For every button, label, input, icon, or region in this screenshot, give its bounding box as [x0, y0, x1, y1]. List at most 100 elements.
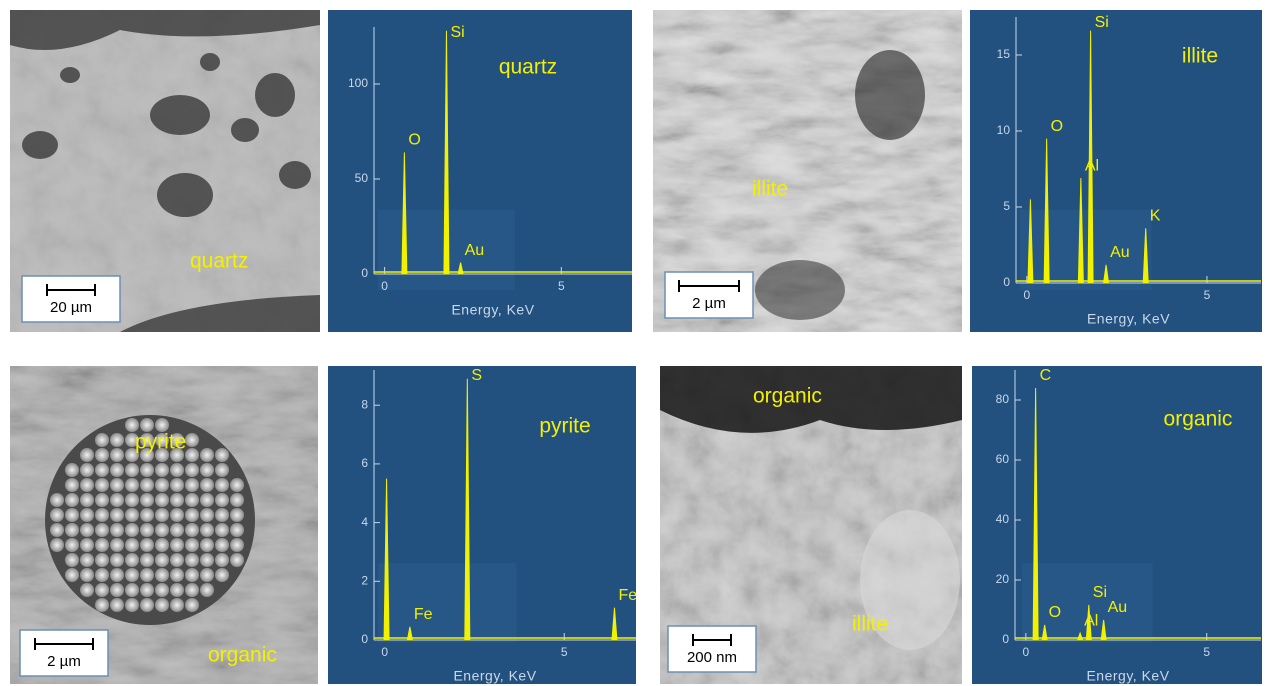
peak-label: Al: [1084, 612, 1098, 629]
microcrystal: [110, 568, 124, 582]
microcrystal: [155, 553, 169, 567]
microcrystal: [95, 568, 109, 582]
spectrum-shade: [1020, 210, 1151, 291]
microcrystal: [140, 493, 154, 507]
y-tick-label: 0: [361, 632, 368, 646]
x-axis-label: Energy, KeV: [1087, 311, 1170, 327]
microcrystal: [200, 448, 214, 462]
microcrystal: [185, 493, 199, 507]
microcrystal: [140, 508, 154, 522]
microcrystal: [200, 553, 214, 567]
microcrystal: [215, 568, 229, 582]
peak-label: C: [1040, 367, 1052, 384]
y-tick-label: 80: [996, 392, 1010, 406]
microcrystal: [170, 463, 184, 477]
microcrystal: [125, 463, 139, 477]
microcrystal: [200, 463, 214, 477]
microcrystal: [155, 583, 169, 597]
microcrystal: [230, 508, 244, 522]
peak-label: Fe: [414, 606, 433, 623]
microcrystal: [170, 508, 184, 522]
microcrystal: [140, 583, 154, 597]
microcrystal: [80, 478, 94, 492]
scale-bar-label: 200 nm: [687, 649, 737, 666]
microcrystal: [110, 478, 124, 492]
microcrystal: [50, 538, 64, 552]
spectrum-chart: 0246805Energy, KeVpyriteFeSFe: [328, 366, 637, 684]
microcrystal: [215, 553, 229, 567]
microcrystal: [95, 433, 109, 447]
peak-label: O: [1051, 118, 1063, 135]
peak-label: Si: [1095, 14, 1109, 31]
microcrystal: [110, 583, 124, 597]
microcrystal: [215, 523, 229, 537]
microcrystal: [155, 523, 169, 537]
microcrystal: [140, 538, 154, 552]
microcrystal: [200, 508, 214, 522]
microcrystal: [65, 538, 79, 552]
microcrystal: [50, 493, 64, 507]
microcrystal: [185, 508, 199, 522]
microcrystal: [185, 448, 199, 462]
image-label: organic: [753, 385, 822, 408]
y-tick-label: 0: [1002, 632, 1009, 646]
microcrystal: [80, 493, 94, 507]
microcrystal: [170, 568, 184, 582]
microcrystal: [80, 538, 94, 552]
microcrystal: [65, 478, 79, 492]
microcrystal: [110, 493, 124, 507]
microcrystal: [95, 463, 109, 477]
microcrystal: [95, 553, 109, 567]
microcrystal: [215, 538, 229, 552]
spectrum-chart: 05101505Energy, KeVilliteOAlSiAuK: [970, 10, 1262, 332]
microcrystal: [215, 493, 229, 507]
microcrystal: [215, 463, 229, 477]
microcrystal: [95, 493, 109, 507]
microcrystal: [140, 478, 154, 492]
microcrystal: [110, 523, 124, 537]
spectrum-chart: 02040608005Energy, KeVorganicCOAlSiAu: [972, 366, 1262, 684]
peak-label: S: [471, 367, 482, 384]
x-tick-label: 0: [381, 279, 388, 293]
microcrystal: [200, 493, 214, 507]
microcrystal: [80, 568, 94, 582]
shadow: [855, 50, 925, 140]
y-tick-label: 40: [996, 512, 1010, 526]
annotation: quartz: [499, 56, 557, 79]
microcrystal: [170, 478, 184, 492]
microcrystal: [80, 553, 94, 567]
x-axis-label: Energy, KeV: [1086, 668, 1169, 684]
microcrystal: [185, 478, 199, 492]
microcrystal: [155, 463, 169, 477]
microcrystal: [200, 478, 214, 492]
microcrystal: [200, 583, 214, 597]
y-tick-label: 10: [997, 123, 1011, 137]
microcrystal: [95, 508, 109, 522]
microcrystal: [170, 583, 184, 597]
microcrystal: [65, 523, 79, 537]
microcrystal: [110, 508, 124, 522]
peak-label: O: [1049, 604, 1061, 621]
x-tick-label: 0: [1023, 645, 1030, 659]
y-tick-label: 15: [997, 47, 1011, 61]
x-tick-label: 5: [561, 645, 568, 659]
microcrystal: [110, 463, 124, 477]
microcrystal: [230, 493, 244, 507]
microcrystal: [65, 568, 79, 582]
x-axis-label: Energy, KeV: [451, 302, 534, 318]
y-tick-label: 60: [996, 452, 1010, 466]
peak-label: Au: [1108, 599, 1128, 616]
microcrystal: [65, 508, 79, 522]
peak-label: Au: [465, 242, 485, 259]
microcrystal: [170, 553, 184, 567]
scale-bar-label: 2 µm: [47, 653, 81, 670]
microcrystal: [140, 598, 154, 612]
microcrystal: [110, 448, 124, 462]
microcrystal: [185, 583, 199, 597]
microcrystal: [95, 478, 109, 492]
microcrystal: [140, 553, 154, 567]
x-tick-label: 5: [558, 279, 565, 293]
scale-bar-label: 2 µm: [692, 295, 726, 312]
y-tick-label: 0: [1003, 275, 1010, 289]
microcrystal: [140, 523, 154, 537]
